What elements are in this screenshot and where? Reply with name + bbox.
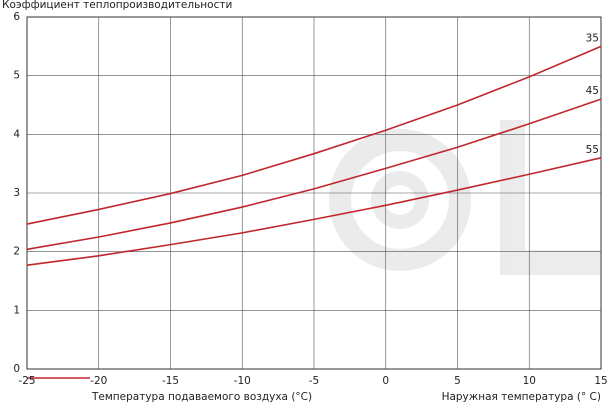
- y-tick-label: 0: [13, 363, 20, 375]
- x-tick-label: 15: [594, 375, 607, 387]
- y-tick-label: 4: [13, 128, 20, 140]
- x-tick-label: -25: [18, 375, 35, 387]
- y-tick-label: 5: [13, 70, 20, 82]
- x-axis-label: Наружная температура (° C): [442, 391, 601, 403]
- series-label: 55: [586, 144, 599, 156]
- watermark: [329, 120, 600, 275]
- plot-frame: [26, 16, 602, 370]
- x-tick-label: -15: [162, 375, 179, 387]
- x-tick-label: -20: [90, 375, 107, 387]
- legend-title: Температура подаваемого воздуха (°C): [91, 391, 312, 403]
- x-tick-label: -5: [309, 375, 319, 387]
- y-tick-label: 1: [13, 304, 20, 316]
- series-line: [26, 157, 602, 266]
- x-tick-label: 5: [454, 375, 461, 387]
- series-line: [26, 45, 602, 225]
- chart-title: Коэффициент теплопроизводительности: [2, 0, 232, 11]
- y-tick-label: 6: [13, 11, 20, 23]
- x-tick-label: 10: [523, 375, 536, 387]
- x-tick-label: -10: [234, 375, 251, 387]
- series-label: 45: [586, 85, 599, 97]
- x-tick-label: 0: [382, 375, 389, 387]
- y-tick-label: 3: [13, 187, 20, 199]
- series-line: [26, 98, 602, 251]
- series-label: 35: [586, 32, 599, 44]
- y-tick-label: 2: [13, 246, 20, 258]
